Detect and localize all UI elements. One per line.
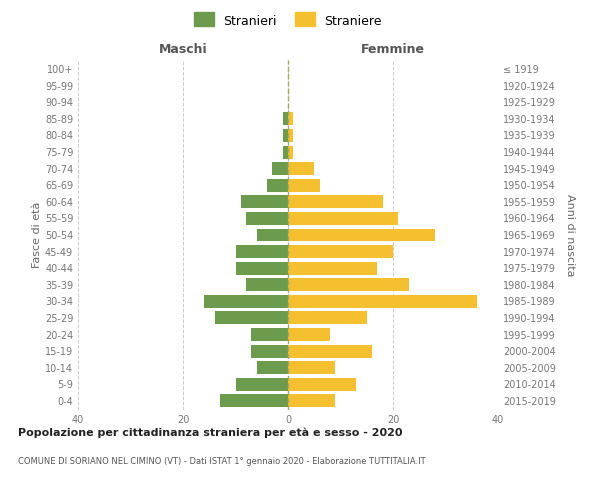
Bar [235,378,288,391]
Bar [220,394,288,407]
Bar [288,378,356,391]
Bar [267,179,288,192]
Text: Popolazione per cittadinanza straniera per età e sesso - 2020: Popolazione per cittadinanza straniera p… [18,428,403,438]
Bar [283,112,288,126]
Bar [288,394,335,407]
Bar [283,146,288,158]
Bar [246,278,288,291]
Bar [257,361,288,374]
Bar [288,112,293,126]
Bar [288,328,330,341]
Bar [288,179,320,192]
Bar [288,228,435,241]
Bar [288,245,393,258]
Bar [288,344,372,358]
Bar [204,295,288,308]
Bar [288,129,293,142]
Bar [215,312,288,324]
Bar [257,228,288,241]
Bar [288,262,377,274]
Bar [235,262,288,274]
Bar [288,361,335,374]
Bar [288,278,409,291]
Bar [288,196,383,208]
Bar [288,212,398,225]
Bar [251,328,288,341]
Text: Femmine: Femmine [361,43,425,56]
Bar [288,295,477,308]
Bar [251,344,288,358]
Bar [246,212,288,225]
Bar [272,162,288,175]
Bar [288,146,293,158]
Bar [283,129,288,142]
Bar [241,196,288,208]
Text: Maschi: Maschi [158,43,208,56]
Bar [235,245,288,258]
Legend: Stranieri, Straniere: Stranieri, Straniere [191,11,385,32]
Y-axis label: Fasce di età: Fasce di età [32,202,42,268]
Y-axis label: Anni di nascita: Anni di nascita [565,194,575,276]
Bar [288,312,367,324]
Bar [288,162,314,175]
Text: COMUNE DI SORIANO NEL CIMINO (VT) - Dati ISTAT 1° gennaio 2020 - Elaborazione TU: COMUNE DI SORIANO NEL CIMINO (VT) - Dati… [18,458,425,466]
